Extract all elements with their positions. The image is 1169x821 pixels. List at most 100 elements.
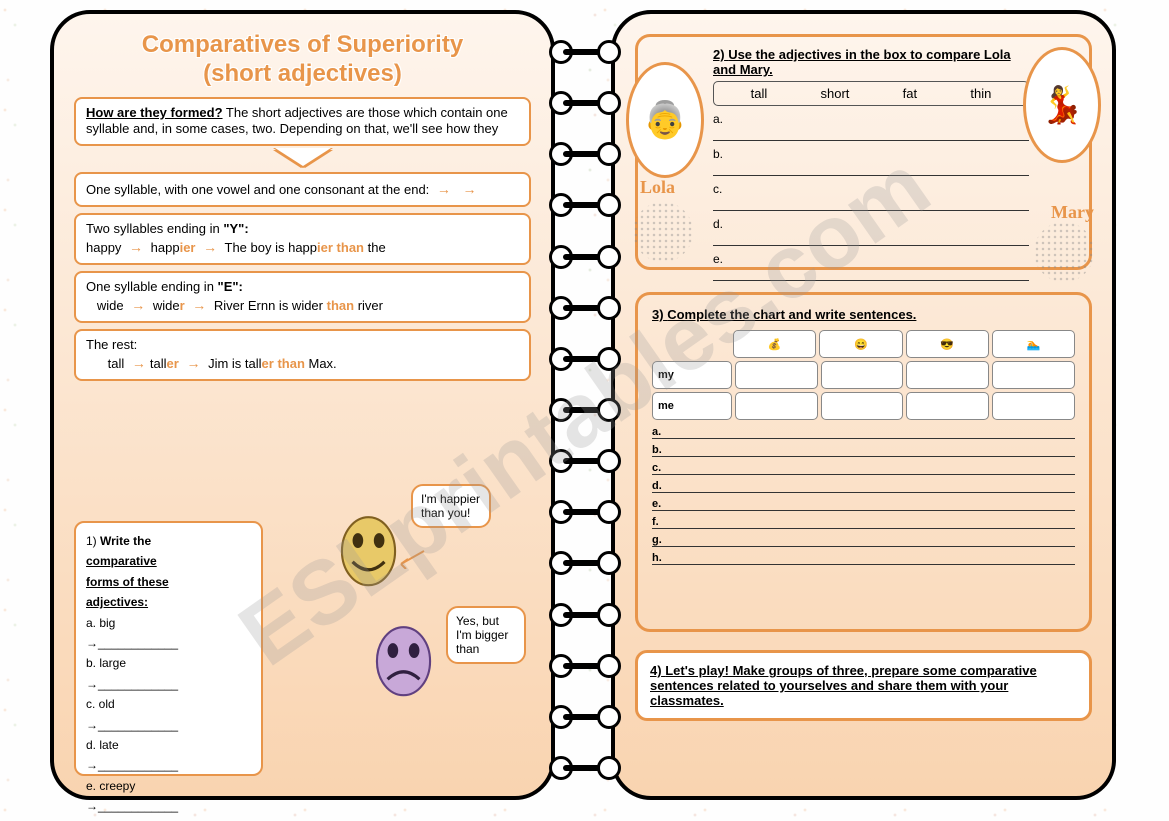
rule3-sent: River Ernn is wider — [214, 298, 323, 313]
arrow-icon: → — [437, 180, 451, 198]
rule2-suffix: ier — [180, 240, 196, 255]
adj-item: tall — [751, 86, 768, 101]
speech-bubble-happy: I'm happier than you! — [411, 484, 491, 528]
intro-heading: How are they formed? — [86, 105, 223, 120]
chart-cell[interactable] — [735, 392, 818, 420]
ex3-line[interactable]: e. — [652, 496, 1075, 511]
ex1-num: 1) — [86, 534, 97, 548]
lola-label: Lola — [640, 177, 675, 198]
arrow-icon: → — [129, 238, 143, 256]
ex4-text: Let's play! Make groups of three, prepar… — [650, 663, 1037, 708]
arrow-icon: → — [132, 354, 146, 372]
arrow-icon: → — [463, 180, 477, 198]
rule2-a: Two syllables ending in — [86, 221, 220, 236]
rule4-sent-suf: er than — [262, 356, 305, 371]
chart-emoji: 💰 — [733, 330, 816, 358]
chart-cell[interactable] — [821, 392, 904, 420]
ex3-title: 3) Complete the chart and write sentence… — [652, 307, 1075, 322]
ex1-t3: forms of these — [86, 575, 169, 589]
blank-line[interactable] — [713, 126, 1029, 141]
rule3-ex2: wide — [153, 298, 180, 313]
rule-box-4: The rest: tall →taller → Jim is taller t… — [74, 329, 531, 381]
pointer-arrow-icon — [396, 549, 426, 569]
mary-character-icon: 💃 — [1023, 47, 1101, 163]
ex1-item: d. late — [86, 738, 119, 752]
ex3-line[interactable]: d. — [652, 478, 1075, 493]
arrow-down-icon — [275, 148, 331, 166]
blank-line[interactable] — [713, 231, 1029, 246]
ex1-t1: Write the — [100, 534, 151, 548]
chart-cell[interactable] — [992, 361, 1075, 389]
rule2-ex2: happ — [151, 240, 180, 255]
exercise-4-box: 4) Let's play! Make groups of three, pre… — [635, 650, 1092, 721]
rule2-ex1: happy — [86, 240, 121, 255]
rule4-ex1: tall — [108, 356, 125, 371]
ex1-item: b. large — [86, 656, 126, 670]
adj-item: fat — [903, 86, 917, 101]
chart-header-empty — [652, 330, 730, 356]
arrow-icon: → — [203, 238, 217, 256]
rule4-end: Max. — [305, 356, 337, 371]
intro-box: How are they formed? The short adjective… — [74, 97, 531, 147]
ex1-item: a. big — [86, 616, 115, 630]
adj-item: thin — [970, 86, 991, 101]
adjective-box: tall short fat thin — [713, 81, 1029, 106]
chart-emoji: 😄 — [819, 330, 902, 358]
chart-cell[interactable] — [821, 361, 904, 389]
arrow-icon: → — [192, 296, 206, 314]
ex3-label: g. — [652, 534, 662, 546]
rule4-a: The rest: — [86, 337, 137, 352]
ex3-line[interactable]: g. — [652, 532, 1075, 547]
exercise-3-box: 3) Complete the chart and write sentence… — [635, 292, 1092, 632]
arrow-icon: → — [131, 296, 145, 314]
ex2-label: a. — [713, 112, 723, 126]
ex4-num: 4) — [650, 663, 662, 678]
lola-character-icon: 👵 — [626, 62, 704, 178]
ex2-label: d. — [713, 217, 723, 231]
ex3-num: 3) — [652, 307, 664, 322]
ex2-label: c. — [713, 182, 722, 196]
chart-cell[interactable] — [906, 361, 989, 389]
ex3-line[interactable]: a. — [652, 424, 1075, 439]
chart-row-label: my — [652, 361, 732, 389]
rule2-sent-suf: ier than — [317, 240, 364, 255]
ex3-line[interactable]: b. — [652, 442, 1075, 457]
ex3-line[interactable]: c. — [652, 460, 1075, 475]
ex1-item: e. creepy — [86, 779, 135, 793]
ex1-t4: adjectives: — [86, 595, 148, 609]
chart-table: 💰 😄 😎 🏊 my me — [652, 330, 1075, 420]
adj-item: short — [821, 86, 850, 101]
exercise-1-box: 1) Write the comparative forms of these … — [74, 521, 263, 776]
ex3-label: b. — [652, 444, 662, 456]
rule4-suffix: er — [167, 356, 179, 371]
ex3-label: c. — [652, 462, 661, 474]
ex3-label: h. — [652, 552, 662, 564]
chart-cell[interactable] — [992, 392, 1075, 420]
dot-pattern — [633, 202, 693, 262]
mary-label: Mary — [1051, 202, 1094, 223]
rule3-than: than — [327, 298, 354, 313]
rule2-end: the — [364, 240, 386, 255]
rule-box-2: Two syllables ending in "Y": happy → hap… — [74, 213, 531, 265]
rule-box-1: One syllable, with one vowel and one con… — [74, 172, 531, 207]
speech-bubble-bigger: Yes, but I'm bigger than — [446, 606, 526, 664]
ex3-line[interactable]: h. — [652, 550, 1075, 565]
title-line-2: (short adjectives) — [203, 60, 402, 87]
rule2-y: "Y": — [223, 221, 248, 236]
ex2-title-text: Use the adjectives in the box to compare… — [713, 47, 1011, 77]
chart-cell[interactable] — [735, 361, 818, 389]
blank-line[interactable] — [713, 161, 1029, 176]
spiral-binding — [555, 40, 615, 780]
ex3-label: e. — [652, 498, 661, 510]
blank-line[interactable] — [713, 266, 1029, 281]
rule1-text: One syllable, with one vowel and one con… — [86, 182, 429, 197]
tragedy-mask-icon — [371, 624, 436, 709]
ex3-line[interactable]: f. — [652, 514, 1075, 529]
ex2-label: e. — [713, 252, 723, 266]
rule3-suffix: r — [180, 298, 185, 313]
ex3-label: a. — [652, 426, 661, 438]
chart-cell[interactable] — [906, 392, 989, 420]
ex3-label: f. — [652, 516, 659, 528]
exercise-2-box: 2) Use the adjectives in the box to comp… — [635, 34, 1092, 270]
blank-line[interactable] — [713, 196, 1029, 211]
